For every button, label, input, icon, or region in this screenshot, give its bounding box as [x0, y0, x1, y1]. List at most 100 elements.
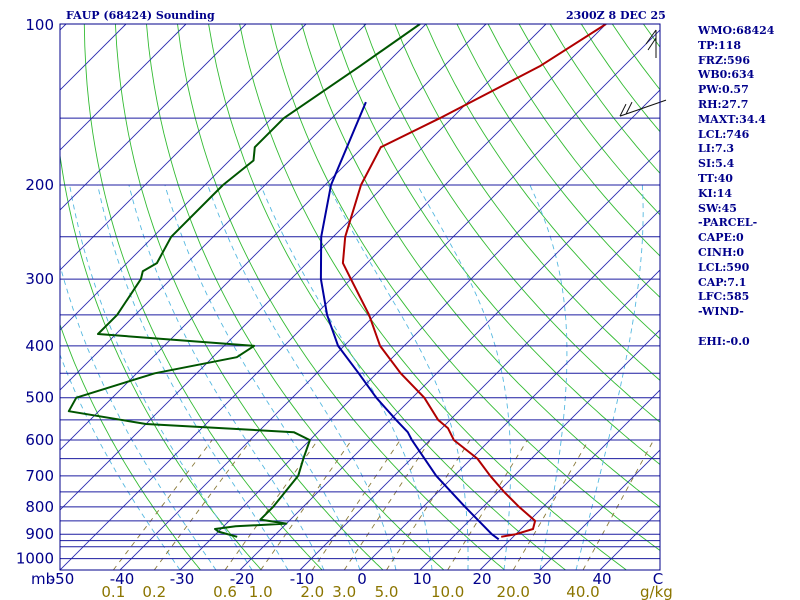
index-cinh: CINH:0 — [698, 245, 745, 259]
mixing-ratio-line — [311, 439, 401, 570]
moist-adiabat — [128, 184, 325, 570]
isotherm — [60, 24, 487, 451]
moist-adiabat — [164, 184, 361, 570]
dewpoint-profile-line — [67, 24, 421, 538]
pressure-label-200: 200 — [25, 176, 54, 194]
index-rh: RH:27.7 — [698, 97, 749, 111]
index-wb0: WB0:634 — [698, 68, 755, 82]
isotherm — [0, 24, 6, 570]
pressure-label-100: 100 — [25, 16, 54, 34]
moist-adiabat — [97, 184, 289, 570]
index-ehi: EHI:-0.0 — [698, 334, 750, 348]
index-cape: CAPE:0 — [698, 231, 744, 245]
index-parcel: -PARCEL- — [698, 216, 758, 230]
index-ki: KI:14 — [698, 186, 733, 200]
mixing-ratio-line — [153, 439, 252, 570]
pressure-label-700: 700 — [25, 467, 54, 485]
mixing-ratio-label: 5.0 — [375, 583, 399, 600]
moist-adiabat — [416, 184, 512, 570]
chart-grid — [0, 24, 660, 570]
isotherm — [419, 329, 660, 570]
plot-frame — [59, 23, 661, 571]
index-wmo: WMO:68424 — [698, 24, 775, 37]
station-title: FAUP (68424) Sounding — [66, 9, 215, 22]
moist-adiabat — [60, 263, 217, 570]
temperature-unit-label: C — [653, 570, 663, 588]
dry-adiabat — [394, 24, 660, 381]
isotherm — [119, 29, 660, 570]
index-cap: CAP:7.1 — [698, 275, 747, 289]
mixing-ratio-label: 0.2 — [142, 583, 166, 600]
isotherm — [60, 24, 307, 271]
pressure-label-400: 400 — [25, 337, 54, 355]
isotherm — [479, 389, 660, 570]
temperature-label: 20 — [472, 570, 491, 588]
moist-adiabat — [327, 184, 469, 570]
mixing-ratio-line — [112, 439, 213, 570]
moist-adiabat — [207, 184, 397, 570]
wind-barb — [619, 99, 667, 117]
dry-adiabat — [114, 24, 384, 570]
dry-adiabat — [208, 24, 566, 570]
moist-adiabat — [529, 184, 568, 570]
index-spacer — [698, 320, 774, 335]
isotherm — [60, 24, 427, 391]
isotherm — [239, 149, 660, 570]
moist-adiabat — [260, 184, 433, 570]
stability-indices-panel: WMO:68424 TP:118 FRZ:596 WB0:634 PW:0.57 RH:2… — [698, 24, 774, 350]
index-pw: PW:0.57 — [698, 83, 749, 97]
dry-adiabat — [363, 24, 660, 423]
temperature-label: -20 — [230, 570, 255, 588]
pressure-label-500: 500 — [25, 389, 54, 407]
index-wind: -WIND- — [698, 305, 744, 319]
pressure-label-300: 300 — [25, 270, 54, 288]
wind-barb — [645, 29, 657, 58]
temperature-profile-line — [341, 24, 607, 538]
mixing-ratio-label: 1.0 — [249, 583, 273, 600]
index-li: LI:7.3 — [698, 142, 735, 156]
index-lfc: LFC:585 — [698, 290, 750, 304]
mixing-ratio-label: 2.0 — [300, 583, 324, 600]
index-frz: FRZ:596 — [698, 53, 751, 67]
dry-adiabat — [487, 24, 660, 257]
pressure-label-1000: 1000 — [16, 550, 54, 568]
isotherm — [60, 24, 127, 91]
temperature-label: 10 — [412, 570, 431, 588]
mixing-ratio-label: 0.1 — [101, 583, 125, 600]
dry-adiabat — [146, 24, 445, 570]
chart-series — [67, 24, 607, 541]
pressure-label-600: 600 — [25, 431, 54, 449]
temperature-label: -50 — [50, 570, 75, 588]
dry-adiabat — [60, 151, 262, 570]
mixing-ratio-label: 20.0 — [497, 583, 530, 600]
mixing-ratio-label: 10.0 — [431, 583, 464, 600]
index-tt: TT:40 — [698, 171, 733, 185]
wind-barbs — [619, 29, 667, 117]
valid-time: 2300Z 8 DEC 25 — [566, 9, 666, 22]
mixing-ratio-label: 40.0 — [566, 583, 599, 600]
mixing-ratio-label: 3.0 — [332, 583, 356, 600]
dry-adiabat — [425, 24, 660, 340]
temperature-label: 0 — [357, 570, 367, 588]
temperature-label: -40 — [110, 570, 135, 588]
dry-adiabat — [60, 323, 201, 570]
dry-adiabat — [332, 24, 660, 466]
isotherm — [60, 24, 187, 151]
parcel-profile-line — [319, 101, 500, 541]
index-lcl: LCL:590 — [698, 260, 750, 274]
temperature-label: -30 — [170, 570, 195, 588]
temperature-label: -10 — [290, 570, 315, 588]
pressure-label-800: 800 — [25, 498, 54, 516]
pressure-unit-label: mb — [31, 570, 55, 588]
dry-adiabat — [177, 24, 505, 570]
isotherm — [60, 24, 607, 570]
temperature-label: 30 — [532, 570, 551, 588]
moist-adiabat — [69, 184, 253, 570]
temperature-label: 40 — [592, 570, 611, 588]
dry-adiabat — [456, 24, 660, 298]
mixing-ratio-label: 0.6 — [213, 583, 237, 600]
index-maxt: MAXT:34.4 — [698, 112, 766, 126]
pressure-label-900: 900 — [25, 525, 54, 543]
isotherm — [539, 449, 660, 570]
